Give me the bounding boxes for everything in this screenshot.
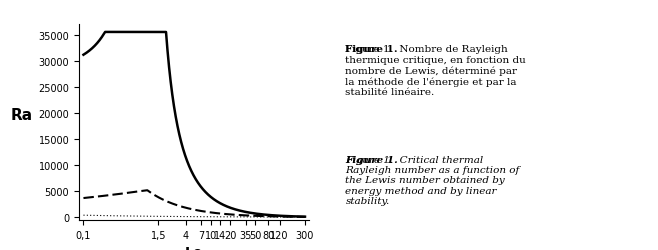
X-axis label: Le: Le <box>185 245 203 250</box>
Y-axis label: Ra: Ra <box>11 108 33 122</box>
Text: Figure 1.  Nombre de Rayleigh
thermique critique, en fonction du
nombre de Lewis: Figure 1. Nombre de Rayleigh thermique c… <box>345 45 526 96</box>
Text: Figure 1.  Critical thermal
Rayleigh number as a function of
the Lewis number ob: Figure 1. Critical thermal Rayleigh numb… <box>345 155 520 206</box>
Text: Figure 1.: Figure 1. <box>345 155 398 164</box>
Text: Figure 1.: Figure 1. <box>345 45 398 54</box>
